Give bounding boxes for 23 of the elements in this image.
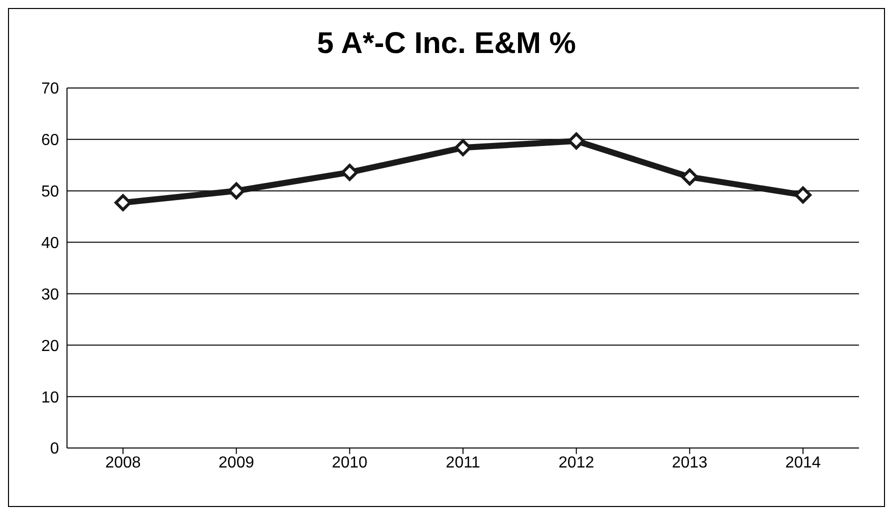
y-tick-label: 30 bbox=[41, 286, 60, 304]
x-tick-label: 2013 bbox=[672, 454, 708, 472]
point bbox=[454, 139, 472, 156]
x-tick-label: 2014 bbox=[785, 454, 821, 472]
y-tick-label: 40 bbox=[41, 234, 60, 252]
y-tick-label: 50 bbox=[41, 184, 60, 201]
point bbox=[114, 194, 132, 212]
y-tick-label: 60 bbox=[41, 132, 60, 150]
y-tick-label: 70 bbox=[41, 80, 60, 98]
x-tick-label: 2008 bbox=[105, 454, 141, 472]
point bbox=[568, 132, 585, 150]
y-tick-label: 20 bbox=[41, 338, 60, 355]
point bbox=[228, 182, 245, 200]
y-tick-label: 10 bbox=[41, 389, 60, 406]
y-tick-label: 0 bbox=[50, 440, 60, 458]
point bbox=[341, 164, 358, 181]
x-tick-label: 2011 bbox=[446, 454, 480, 472]
point bbox=[794, 186, 812, 204]
chart-title: 5 A*-C Inc. E&M % bbox=[316, 27, 577, 62]
point bbox=[681, 168, 698, 186]
x-tick-label: 2010 bbox=[332, 454, 368, 472]
x-tick-label: 2012 bbox=[558, 454, 594, 472]
x-tick-label: 2009 bbox=[218, 454, 254, 472]
